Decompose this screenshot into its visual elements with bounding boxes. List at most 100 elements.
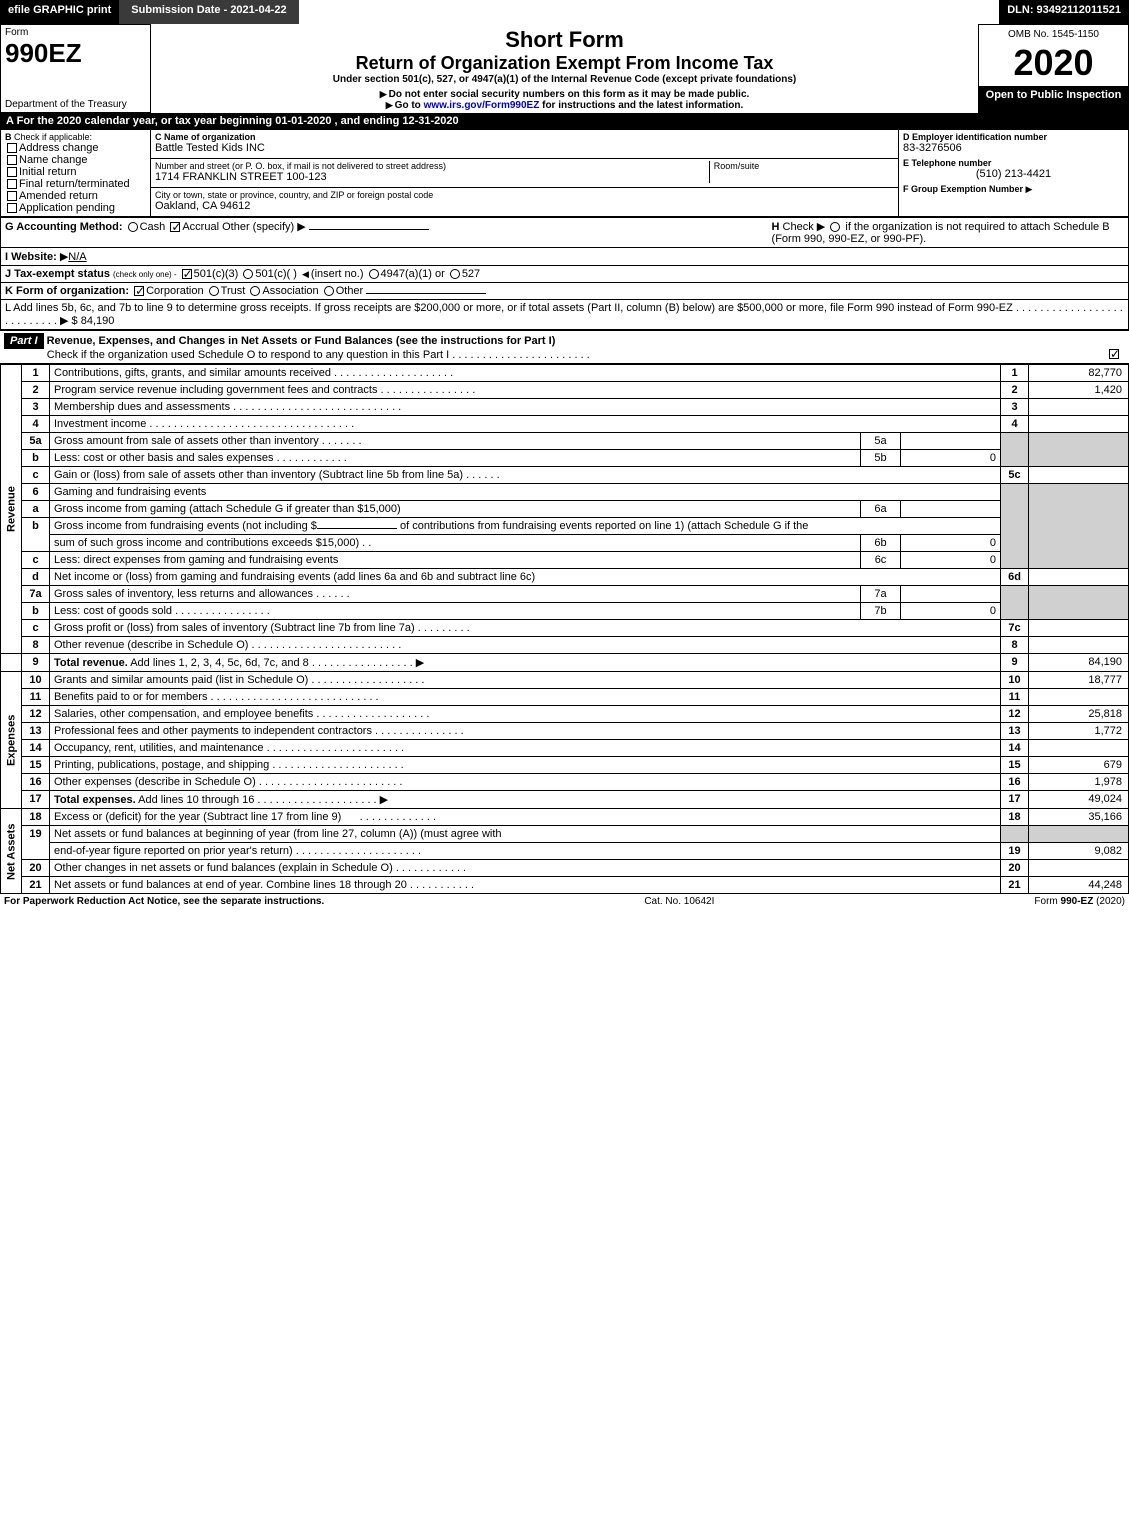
ln5a-num: 5a bbox=[22, 433, 50, 450]
radio-4947[interactable] bbox=[369, 269, 379, 279]
page-footer: For Paperwork Reduction Act Notice, see … bbox=[0, 894, 1129, 909]
ln1-text: Contributions, gifts, grants, and simila… bbox=[54, 367, 331, 379]
irs-link[interactable]: www.irs.gov/Form990EZ bbox=[424, 100, 540, 111]
ln20-amt bbox=[1029, 860, 1129, 877]
radio-cash[interactable] bbox=[128, 222, 138, 232]
k-corp: Corporation bbox=[146, 285, 203, 297]
b-final-return: Final return/terminated bbox=[19, 178, 130, 190]
ln19-amt: 9,082 bbox=[1029, 843, 1129, 860]
ln15-num: 15 bbox=[22, 757, 50, 774]
h-text2: if the organization is not required to a… bbox=[845, 221, 1109, 233]
line-a-bar: A For the 2020 calendar year, or tax yea… bbox=[0, 113, 1129, 129]
ln7a-num: 7a bbox=[22, 586, 50, 603]
ln4-num: 4 bbox=[22, 416, 50, 433]
part1-check-text: Check if the organization used Schedule … bbox=[47, 349, 449, 361]
ln15-text: Printing, publications, postage, and shi… bbox=[54, 759, 269, 771]
l-amount: $ 84,190 bbox=[72, 315, 115, 327]
ln17-amt: 49,024 bbox=[1029, 791, 1129, 809]
chk-amended-return[interactable] bbox=[7, 191, 17, 201]
part1-header: Part I Revenue, Expenses, and Changes in… bbox=[0, 330, 1129, 364]
ln17-num: 17 bbox=[22, 791, 50, 809]
top-bar: efile GRAPHIC print Submission Date - 20… bbox=[0, 0, 1129, 24]
chk-address-change[interactable] bbox=[7, 143, 17, 153]
footer-right: Form 990-EZ (2020) bbox=[1034, 896, 1125, 907]
ln13-amt: 1,772 bbox=[1029, 723, 1129, 740]
chk-501c3[interactable] bbox=[182, 269, 192, 279]
chk-corp[interactable] bbox=[134, 286, 144, 296]
ln5a-sub: 5a bbox=[861, 433, 901, 450]
ln5b-sub: 5b bbox=[861, 450, 901, 467]
ln3-amt bbox=[1029, 399, 1129, 416]
radio-trust[interactable] bbox=[209, 286, 219, 296]
b-label: Check if applicable: bbox=[14, 132, 92, 142]
ln8-amt bbox=[1029, 637, 1129, 654]
ln7a-sub: 7a bbox=[861, 586, 901, 603]
f-label: F Group Exemption Number bbox=[903, 184, 1023, 194]
line-a-text: For the 2020 calendar year, or tax year … bbox=[17, 115, 459, 127]
h-label: H bbox=[772, 221, 780, 233]
ln7c-rnum: 7c bbox=[1001, 620, 1029, 637]
ln13-num: 13 bbox=[22, 723, 50, 740]
radio-assoc[interactable] bbox=[250, 286, 260, 296]
ln2-amt: 1,420 bbox=[1029, 382, 1129, 399]
street-label: Number and street (or P. O. box, if mail… bbox=[155, 161, 709, 171]
chk-app-pending[interactable] bbox=[7, 203, 17, 213]
ln10-text: Grants and similar amounts paid (list in… bbox=[54, 674, 308, 686]
j-4947: 4947(a)(1) or bbox=[381, 268, 445, 280]
radio-other[interactable] bbox=[324, 286, 334, 296]
j-501c: 501(c)( bbox=[255, 268, 290, 280]
efile-print-button[interactable]: efile GRAPHIC print bbox=[0, 0, 119, 24]
chk-schedule-o[interactable] bbox=[1109, 349, 1119, 359]
ln7c-text: Gross profit or (loss) from sales of inv… bbox=[54, 622, 415, 634]
ein-value: 83-3276506 bbox=[903, 142, 1124, 154]
ln6b-num: b bbox=[22, 518, 50, 552]
submission-date-button[interactable]: Submission Date - 2021-04-22 bbox=[119, 0, 298, 24]
chk-name-change[interactable] bbox=[7, 155, 17, 165]
ln6b-subamt: 0 bbox=[901, 535, 1001, 552]
lines-table: Revenue 1 Contributions, gifts, grants, … bbox=[0, 364, 1129, 894]
short-form-title: Short Form bbox=[155, 27, 974, 53]
section-b: B Check if applicable: Address change Na… bbox=[1, 130, 151, 217]
ln6b-text2: sum of such gross income and contributio… bbox=[54, 537, 359, 549]
i-label: I Website: bbox=[5, 251, 57, 263]
radio-527[interactable] bbox=[450, 269, 460, 279]
f-arrow: ▶ bbox=[1026, 184, 1033, 194]
ln13-rnum: 13 bbox=[1001, 723, 1029, 740]
chk-final-return[interactable] bbox=[7, 179, 17, 189]
ln5a-text: Gross amount from sale of assets other t… bbox=[54, 435, 319, 447]
tax-year: 2020 bbox=[983, 42, 1124, 84]
ln18-text: Excess or (deficit) for the year (Subtra… bbox=[54, 811, 341, 823]
ln10-amt: 18,777 bbox=[1029, 672, 1129, 689]
chk-initial-return[interactable] bbox=[7, 167, 17, 177]
ln11-rnum: 11 bbox=[1001, 689, 1029, 706]
ln11-amt bbox=[1029, 689, 1129, 706]
footer-left: For Paperwork Reduction Act Notice, see … bbox=[4, 896, 324, 907]
ln16-num: 16 bbox=[22, 774, 50, 791]
ln8-text: Other revenue (describe in Schedule O) bbox=[54, 639, 248, 651]
ln16-text: Other expenses (describe in Schedule O) bbox=[54, 776, 256, 788]
ln17-bold: Total expenses. bbox=[54, 794, 136, 806]
main-title: Return of Organization Exempt From Incom… bbox=[155, 53, 974, 74]
ln18-rnum: 18 bbox=[1001, 809, 1029, 826]
ln15-rnum: 15 bbox=[1001, 757, 1029, 774]
ln7c-num: c bbox=[22, 620, 50, 637]
ln3-rnum: 3 bbox=[1001, 399, 1029, 416]
ln7a-text: Gross sales of inventory, less returns a… bbox=[54, 588, 313, 600]
ln16-rnum: 16 bbox=[1001, 774, 1029, 791]
goto-link[interactable]: Go to www.irs.gov/Form990EZ for instruct… bbox=[155, 100, 974, 111]
ln5c-text: Gain or (loss) from sale of assets other… bbox=[54, 469, 463, 481]
c-name-label: C Name of organization bbox=[155, 132, 894, 142]
chk-accrual[interactable] bbox=[170, 222, 180, 232]
ln9-amt: 84,190 bbox=[1029, 654, 1129, 672]
ghijkl-table: G Accounting Method: Cash Accrual Other … bbox=[0, 217, 1129, 330]
ln6d-num: d bbox=[22, 569, 50, 586]
h-text3: (Form 990, 990-EZ, or 990-PF). bbox=[772, 233, 927, 245]
ln18-num: 18 bbox=[22, 809, 50, 826]
g-other: Other (specify) bbox=[222, 221, 294, 233]
ln6d-rnum: 6d bbox=[1001, 569, 1029, 586]
ln20-rnum: 20 bbox=[1001, 860, 1029, 877]
radio-h[interactable] bbox=[830, 222, 840, 232]
b-initial-return: Initial return bbox=[19, 166, 76, 178]
b-address-change: Address change bbox=[19, 142, 99, 154]
radio-501c[interactable] bbox=[243, 269, 253, 279]
